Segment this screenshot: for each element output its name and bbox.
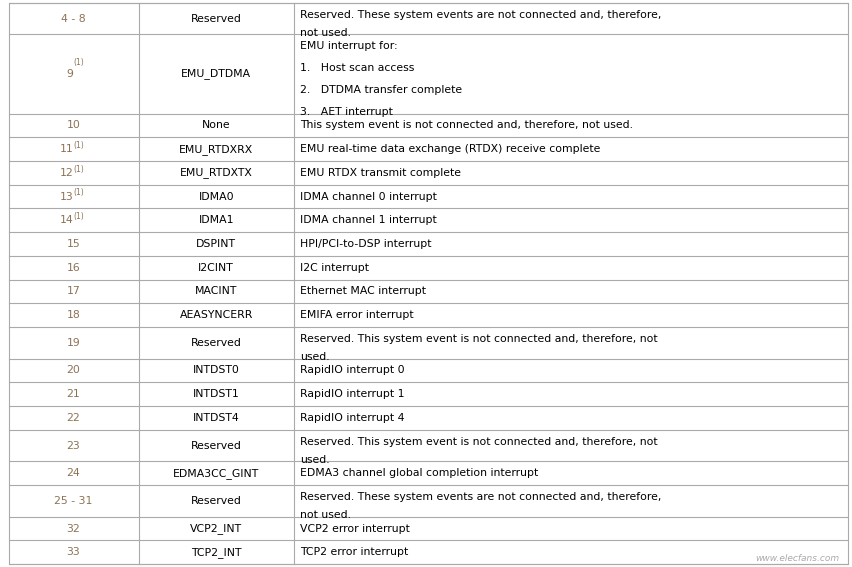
- Text: 32: 32: [66, 523, 80, 534]
- Text: INTDST1: INTDST1: [193, 389, 239, 399]
- Text: MACINT: MACINT: [195, 286, 238, 297]
- Text: HPI/PCI-to-DSP interrupt: HPI/PCI-to-DSP interrupt: [300, 239, 431, 249]
- Text: Reserved. These system events are not connected and, therefore,: Reserved. These system events are not co…: [300, 10, 661, 20]
- Text: Ethernet MAC interrupt: Ethernet MAC interrupt: [300, 286, 426, 297]
- Text: (1): (1): [73, 188, 84, 197]
- Text: 16: 16: [66, 263, 80, 273]
- Text: DSPINT: DSPINT: [196, 239, 236, 249]
- Text: VCP2_INT: VCP2_INT: [190, 523, 242, 534]
- Text: 19: 19: [66, 338, 80, 348]
- Text: 11: 11: [60, 144, 73, 154]
- Text: I2C interrupt: I2C interrupt: [300, 263, 369, 273]
- Text: EMU real-time data exchange (RTDX) receive complete: EMU real-time data exchange (RTDX) recei…: [300, 144, 600, 154]
- Text: INTDST4: INTDST4: [193, 413, 239, 423]
- Text: 15: 15: [66, 239, 80, 249]
- Text: None: None: [202, 120, 231, 130]
- Text: 17: 17: [66, 286, 80, 297]
- Text: Reserved: Reserved: [191, 338, 242, 348]
- Text: IDMA channel 0 interrupt: IDMA channel 0 interrupt: [300, 192, 437, 201]
- Text: 4 - 8: 4 - 8: [61, 14, 86, 24]
- Text: EMU_RTDXTX: EMU_RTDXTX: [180, 167, 253, 178]
- Text: RapidIO interrupt 0: RapidIO interrupt 0: [300, 366, 405, 375]
- Text: I2CINT: I2CINT: [199, 263, 234, 273]
- Text: AEASYNCERR: AEASYNCERR: [180, 310, 253, 320]
- Text: IDMA1: IDMA1: [199, 215, 234, 225]
- Text: EMU_RTDXRX: EMU_RTDXRX: [179, 143, 253, 155]
- Text: (1): (1): [73, 165, 84, 174]
- Text: EMIFA error interrupt: EMIFA error interrupt: [300, 310, 413, 320]
- Text: 14: 14: [60, 215, 73, 225]
- Text: TCP2_INT: TCP2_INT: [191, 547, 241, 558]
- Text: 9: 9: [66, 69, 73, 79]
- Text: used.: used.: [300, 455, 330, 464]
- Text: EDMA3CC_GINT: EDMA3CC_GINT: [173, 468, 259, 479]
- Text: IDMA0: IDMA0: [199, 192, 234, 201]
- Text: 3.   AET interrupt: 3. AET interrupt: [300, 107, 393, 117]
- Text: RapidIO interrupt 1: RapidIO interrupt 1: [300, 389, 405, 399]
- Text: EMU RTDX transmit complete: EMU RTDX transmit complete: [300, 168, 461, 178]
- Text: EMU interrupt for:: EMU interrupt for:: [300, 41, 397, 51]
- Text: 25 - 31: 25 - 31: [55, 496, 93, 506]
- Text: (1): (1): [73, 58, 84, 67]
- Text: 1.   Host scan access: 1. Host scan access: [300, 63, 414, 73]
- Text: 21: 21: [66, 389, 80, 399]
- Text: IDMA channel 1 interrupt: IDMA channel 1 interrupt: [300, 215, 436, 225]
- Text: 2.   DTDMA transfer complete: 2. DTDMA transfer complete: [300, 85, 462, 95]
- Text: 33: 33: [66, 547, 80, 557]
- Text: VCP2 error interrupt: VCP2 error interrupt: [300, 523, 410, 534]
- Text: 12: 12: [60, 168, 73, 178]
- Text: 10: 10: [66, 120, 80, 130]
- Text: INTDST0: INTDST0: [193, 366, 239, 375]
- Text: TCP2 error interrupt: TCP2 error interrupt: [300, 547, 408, 557]
- Text: (1): (1): [73, 141, 84, 150]
- Text: 18: 18: [66, 310, 80, 320]
- Text: www.elecfans.com: www.elecfans.com: [755, 554, 839, 563]
- Text: Reserved: Reserved: [191, 441, 242, 451]
- Text: Reserved. This system event is not connected and, therefore, not: Reserved. This system event is not conne…: [300, 437, 658, 447]
- Text: Reserved. This system event is not connected and, therefore, not: Reserved. This system event is not conne…: [300, 334, 658, 344]
- Text: EDMA3 channel global completion interrupt: EDMA3 channel global completion interrup…: [300, 468, 538, 478]
- Text: Reserved. These system events are not connected and, therefore,: Reserved. These system events are not co…: [300, 492, 661, 502]
- Text: 13: 13: [60, 192, 73, 201]
- Text: EMU_DTDMA: EMU_DTDMA: [181, 69, 251, 79]
- Text: used.: used.: [300, 352, 330, 362]
- Text: 22: 22: [66, 413, 80, 423]
- Text: not used.: not used.: [300, 28, 351, 37]
- Text: not used.: not used.: [300, 510, 351, 520]
- Text: 20: 20: [66, 366, 80, 375]
- Text: Reserved: Reserved: [191, 14, 242, 24]
- Text: 23: 23: [66, 441, 80, 451]
- Text: 24: 24: [66, 468, 80, 478]
- Text: Reserved: Reserved: [191, 496, 242, 506]
- Text: (1): (1): [73, 212, 84, 221]
- Text: RapidIO interrupt 4: RapidIO interrupt 4: [300, 413, 405, 423]
- Text: This system event is not connected and, therefore, not used.: This system event is not connected and, …: [300, 120, 633, 130]
